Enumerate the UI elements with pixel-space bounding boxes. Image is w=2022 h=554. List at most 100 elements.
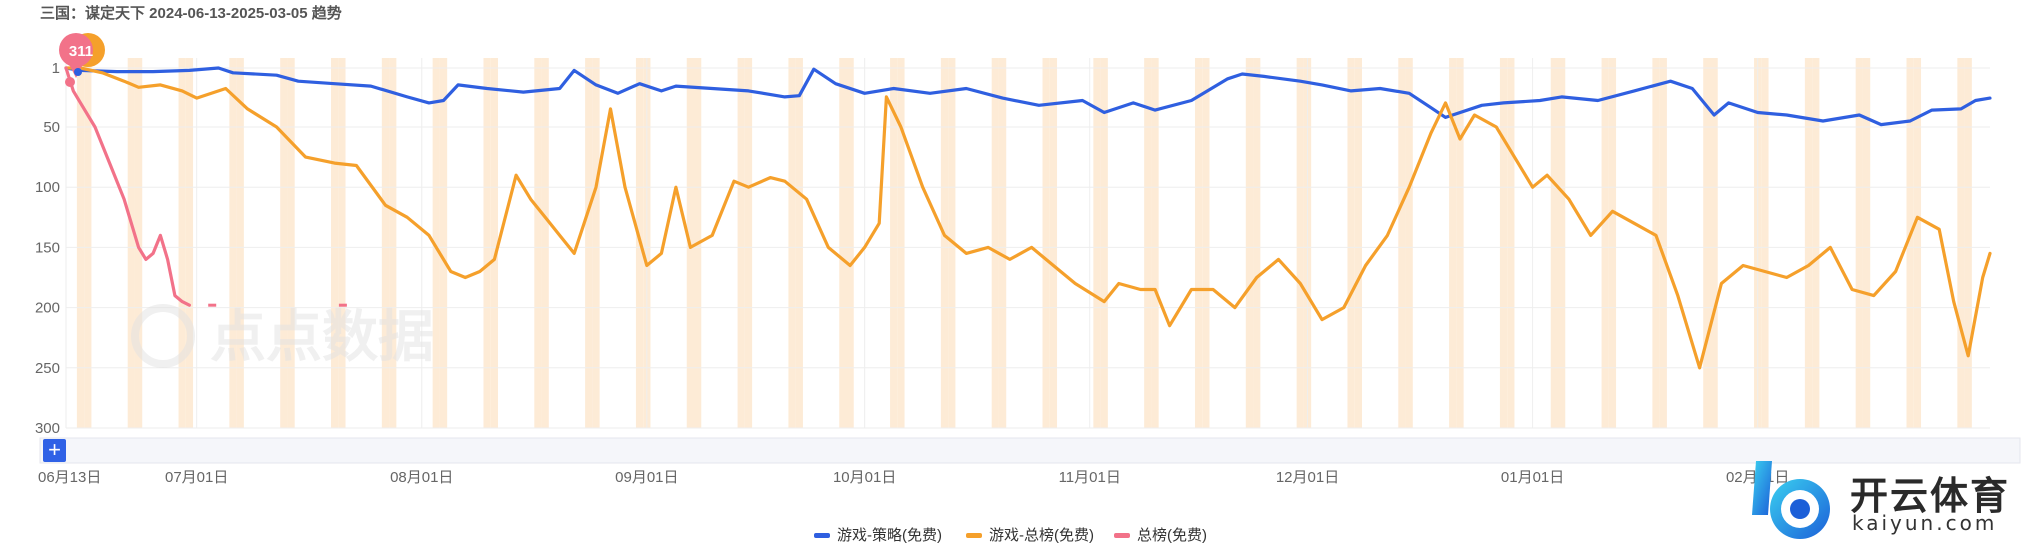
y-tick-label: 150 bbox=[35, 239, 60, 256]
legend-label-2: 总榜(免费) bbox=[1137, 527, 1207, 544]
x-axis-ticks: 06月13日 07月01日 08月01日 09月01日 10月01日 11月01日 12月0… bbox=[38, 469, 1789, 486]
weekend-band bbox=[1296, 58, 1304, 428]
weekend-band bbox=[483, 58, 491, 428]
legend-label-1: 游戏-总榜(免费) bbox=[989, 527, 1094, 544]
y-tick-label: 200 bbox=[35, 300, 60, 317]
weekend-band bbox=[490, 58, 498, 428]
weekend-band bbox=[178, 58, 186, 428]
weekend-band bbox=[795, 58, 803, 428]
weekend-band bbox=[84, 58, 92, 428]
weekend-band bbox=[76, 58, 85, 428]
weekend-band bbox=[338, 58, 346, 428]
series-line-1 bbox=[64, 66, 1992, 370]
weekend-band bbox=[737, 58, 745, 428]
weekend-band bbox=[439, 58, 448, 428]
series-line-2 bbox=[64, 66, 191, 307]
y-tick-label: 1 bbox=[52, 60, 60, 77]
weekend-band bbox=[1659, 58, 1667, 428]
weekend-band bbox=[1093, 58, 1101, 428]
weekend-band bbox=[1601, 58, 1609, 428]
weekend-band bbox=[1862, 58, 1871, 428]
weekend-band bbox=[998, 58, 1007, 428]
weekend-band bbox=[1049, 58, 1058, 428]
weekend-band bbox=[991, 58, 999, 428]
weekend-band bbox=[1194, 58, 1203, 428]
rank-marker: 311 bbox=[59, 0, 105, 87]
series-line-0 bbox=[64, 66, 1992, 127]
weekend-band bbox=[229, 58, 237, 428]
weekend-band bbox=[1608, 58, 1617, 428]
weekend-band bbox=[1507, 58, 1515, 428]
brand-logo: 开云体育 kaiyun.com bbox=[1738, 455, 2018, 549]
weekend-band bbox=[1456, 58, 1464, 428]
weekend-band bbox=[1710, 58, 1718, 428]
marker-balloon-pink bbox=[59, 33, 93, 67]
weekend-band bbox=[541, 58, 549, 428]
weekend-band bbox=[1550, 58, 1559, 428]
weekend-band bbox=[897, 58, 905, 428]
y-tick-label: 100 bbox=[35, 179, 60, 196]
legend: 游戏-策略(免费) 游戏-总榜(免费) 总榜(免费) bbox=[814, 527, 1207, 544]
weekend-band bbox=[389, 58, 397, 428]
weekend-band bbox=[1652, 58, 1660, 428]
weekend-band bbox=[1354, 58, 1362, 428]
y-tick-label: 50 bbox=[43, 119, 60, 136]
marker-dot-blue bbox=[74, 68, 82, 76]
weekend-band bbox=[1405, 58, 1413, 428]
y-tick-label: 300 bbox=[35, 420, 60, 437]
weekend-band bbox=[1398, 58, 1406, 428]
brand-name: 开云体育 bbox=[1850, 476, 2011, 518]
zoom-plus-button[interactable]: + bbox=[43, 439, 66, 462]
weekend-band bbox=[1347, 58, 1355, 428]
brand-domain: kaiyun.com bbox=[1852, 511, 1998, 535]
weekend-band bbox=[1804, 58, 1813, 428]
x-tick-label: 11月01日 bbox=[1059, 469, 1121, 486]
weekend-band bbox=[1964, 58, 1972, 428]
weekend-band bbox=[331, 58, 339, 428]
weekend-band bbox=[1906, 58, 1914, 428]
weekend-band bbox=[1913, 58, 1922, 428]
weekend-band bbox=[185, 58, 194, 428]
brand-mark-icon bbox=[1752, 461, 1830, 539]
x-tick-label: 08月01日 bbox=[390, 469, 453, 486]
marker-balloon-orange bbox=[69, 0, 99, 28]
weekend-band bbox=[1042, 58, 1050, 428]
weekend-band bbox=[744, 58, 753, 428]
weekend-band bbox=[940, 58, 949, 428]
weekend-band bbox=[585, 58, 593, 428]
weekend-band bbox=[1855, 58, 1863, 428]
watermark-text: 点点数据 bbox=[210, 305, 434, 368]
legend-swatch-0 bbox=[814, 533, 830, 538]
weekend-band bbox=[890, 58, 898, 428]
weekend-bands bbox=[76, 58, 1972, 428]
scrollbar-track bbox=[39, 437, 2021, 464]
legend-swatch-1 bbox=[966, 533, 982, 538]
watermark-logo bbox=[131, 304, 195, 368]
weekend-band bbox=[280, 58, 288, 428]
weekend-band bbox=[839, 58, 847, 428]
marker-dot-pink bbox=[65, 77, 75, 87]
x-tick-label: 10月01日 bbox=[833, 469, 896, 486]
marker-label: 311 bbox=[69, 43, 93, 60]
weekend-band bbox=[1151, 58, 1159, 428]
legend-label-0: 游戏-策略(免费) bbox=[837, 527, 942, 544]
x-tick-label: 07月01日 bbox=[165, 469, 228, 486]
weekend-band bbox=[1761, 58, 1769, 428]
series-lines bbox=[64, 66, 1992, 370]
weekend-band bbox=[1558, 58, 1566, 428]
chart-title: 三国：谋定天下 2024-06-13-2025-03-05 趋势 bbox=[40, 5, 342, 22]
weekend-band bbox=[381, 58, 390, 428]
grid-lines bbox=[65, 58, 1990, 429]
weekend-band bbox=[1100, 58, 1108, 428]
weekend-band bbox=[788, 58, 796, 428]
weekend-band bbox=[1449, 58, 1457, 428]
weekend-band bbox=[592, 58, 600, 428]
weekend-band bbox=[846, 58, 854, 428]
weekend-band bbox=[1957, 58, 1965, 428]
weekend-band bbox=[1499, 58, 1508, 428]
legend-swatch-2 bbox=[1114, 533, 1130, 538]
x-tick-label: 01月01日 bbox=[1501, 469, 1564, 486]
weekend-band bbox=[1245, 58, 1254, 428]
